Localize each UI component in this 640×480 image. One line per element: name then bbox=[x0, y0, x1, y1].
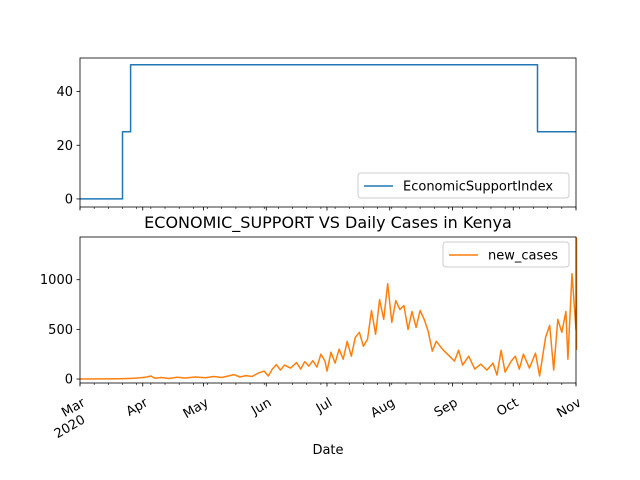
p0-legend-box bbox=[357, 172, 570, 199]
chart-title: ECONOMIC_SUPPORT VS Daily Cases in Kenya bbox=[144, 213, 512, 233]
series-line-new_cases bbox=[79, 237, 578, 380]
y-tick-label: 1000 bbox=[40, 273, 73, 288]
y-tick-label: 0 bbox=[65, 192, 73, 207]
p1-legend-label: new_cases bbox=[488, 249, 558, 264]
p1-legend-box bbox=[442, 241, 570, 268]
y-tick-label: 40 bbox=[56, 85, 73, 100]
p0-series-lines bbox=[80, 63, 576, 200]
p1-legend: new_cases bbox=[442, 241, 570, 268]
y-tick-label: 500 bbox=[48, 323, 73, 338]
x-axis-label: Date bbox=[312, 443, 343, 458]
p1-y-axis: 0 500 1000 bbox=[40, 273, 80, 388]
p0-legend-label: EconomicSupportIndex bbox=[403, 180, 553, 195]
p0-legend: EconomicSupportIndex bbox=[357, 172, 570, 199]
y-tick-label: 20 bbox=[56, 139, 73, 154]
p1-series-lines bbox=[79, 237, 578, 380]
p0-axes-frame bbox=[79, 57, 577, 208]
series-line-EconomicSupportIndex bbox=[80, 63, 576, 200]
p0-y-axis: 0 20 40 bbox=[56, 85, 80, 207]
panel-economic-support: 0 20 40 EconomicSupportIndex bbox=[56, 57, 577, 211]
y-tick-label: 0 bbox=[65, 373, 73, 388]
x-tick-label: Jul bbox=[313, 395, 335, 416]
p1-axes-frame bbox=[79, 236, 577, 384]
